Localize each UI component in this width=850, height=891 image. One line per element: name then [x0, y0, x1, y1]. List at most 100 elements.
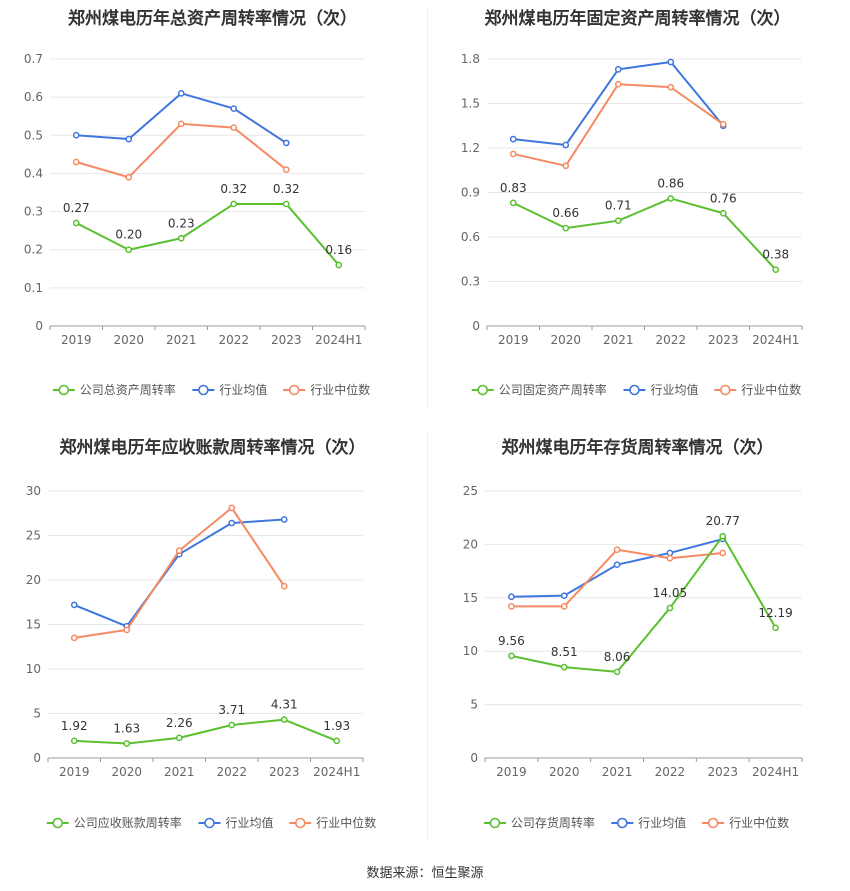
data-point-median: [175, 547, 183, 554]
chart-svg-inventory: 0 5 10 15 20 25 2019 2020 2021 2022 2023 2024H1 9.56…: [463, 484, 803, 830]
data-point-company: [230, 200, 238, 208]
y-tick-label: 1.8: [461, 52, 480, 66]
legend-item-company[interactable]: 公司应收账款周转率: [46, 815, 182, 830]
legend-item-median[interactable]: 行业中位数: [283, 382, 370, 397]
data-point-average: [177, 89, 185, 97]
data-label: 0.66: [552, 206, 579, 220]
data-label: 14.05: [653, 586, 687, 600]
data-point-company: [72, 219, 80, 227]
data-point-average: [282, 139, 290, 147]
legend-marker-icon: [617, 817, 628, 829]
data-point-company: [70, 737, 78, 745]
x-tick-label: 2023: [271, 333, 302, 347]
data-point-company: [666, 604, 674, 612]
gridlines: [50, 58, 365, 289]
x-tick-label: 2023: [708, 333, 739, 347]
legend-label: 行业均值: [651, 382, 699, 397]
x-tick-label: 2022: [655, 765, 686, 779]
data-label: 0.20: [115, 228, 142, 242]
legend-item-average[interactable]: 行业均值: [192, 382, 267, 397]
data-point-company: [509, 199, 517, 207]
data-point-average: [72, 131, 80, 139]
x-tick-label: 2019: [61, 333, 92, 347]
legend-item-average[interactable]: 行业均值: [623, 382, 699, 397]
chart-panel-inventory: 郑州煤电历年存货周转率情况（次） 0 5 10 15 20 25 2019 2020 2021 2…: [425, 425, 850, 850]
x-tick-label: 2021: [164, 765, 195, 779]
chart-title: 郑州煤电历年总资产周转率情况（次）: [68, 9, 357, 29]
data-label: 0.71: [605, 199, 632, 213]
y-tick-label: 5: [33, 707, 41, 721]
legend-label: 行业中位数: [741, 382, 801, 397]
x-tick-label: 2020: [111, 765, 142, 779]
gridlines: [48, 490, 363, 714]
series-line-median: [513, 83, 724, 167]
data-point-average: [70, 601, 78, 609]
data-point-median: [177, 120, 185, 128]
legend-label: 公司总资产周转率: [80, 382, 176, 397]
data-point-company: [125, 246, 133, 254]
data-point-company: [613, 668, 621, 676]
legend-item-company[interactable]: 公司总资产周转率: [52, 382, 176, 397]
data-point-average: [562, 141, 570, 149]
legend-label: 行业均值: [638, 815, 686, 830]
x-tick-label: 2022: [216, 765, 247, 779]
legend-item-median[interactable]: 行业中位数: [289, 815, 376, 830]
legend-label: 公司应收账款周转率: [74, 815, 182, 830]
legend-marker-icon: [719, 384, 731, 396]
legend-item-average[interactable]: 行业均值: [611, 815, 686, 830]
series-line-company: [511, 535, 777, 673]
y-tick-label: 0.6: [24, 90, 43, 104]
data-point-company: [719, 532, 727, 540]
data-label: 8.06: [604, 650, 631, 664]
data-point-median: [280, 582, 288, 590]
legend-item-median[interactable]: 行业中位数: [714, 382, 801, 397]
chart-panel-fixed-assets: 郑州煤电历年固定资产周转率情况（次） 0 0.3 0.6 0.9 1.2 1.5 1.8 20…: [425, 0, 850, 410]
data-label: 0.27: [63, 201, 90, 215]
data-point-median: [70, 634, 78, 642]
data-point-median: [508, 602, 515, 610]
data-label: 0.32: [220, 182, 247, 196]
legend-item-median[interactable]: 行业中位数: [702, 815, 789, 830]
legend-marker-icon: [204, 817, 215, 829]
legend: 公司固定资产周转率 行业均值 行业中位数: [471, 382, 801, 397]
data-point-company: [508, 652, 515, 660]
data-point-company: [123, 740, 131, 747]
data-point-average: [666, 549, 674, 557]
data-point-average: [228, 519, 236, 527]
legend-marker-icon: [477, 384, 489, 396]
data-label: 4.31: [271, 698, 298, 712]
data-label: 1.92: [61, 719, 88, 733]
data-point-average: [613, 561, 621, 569]
y-tick-label: 0: [472, 319, 480, 333]
y-tick-label: 1.2: [461, 141, 480, 155]
x-tick-label: 2021: [603, 333, 634, 347]
y-tick-label: 10: [463, 644, 478, 658]
series-line-company: [74, 718, 338, 745]
data-point-average: [280, 516, 288, 523]
legend-item-average[interactable]: 行业均值: [198, 815, 274, 830]
legend-label: 行业均值: [219, 382, 267, 397]
legend-marker-icon: [58, 384, 70, 396]
data-label: 0.16: [325, 243, 352, 257]
data-point-median: [509, 150, 517, 158]
data-label: 0.83: [500, 181, 527, 195]
data-point-median: [613, 546, 621, 554]
data-point-median: [282, 166, 290, 173]
data-point-average: [614, 66, 622, 73]
data-point-median: [719, 549, 727, 557]
data-point-median: [560, 602, 568, 610]
data-point-company: [282, 200, 290, 208]
data-label: 0.86: [657, 176, 684, 190]
legend-label: 公司固定资产周转率: [499, 382, 607, 397]
data-source: 数据来源：恒生聚源: [366, 866, 484, 881]
legend-item-company[interactable]: 公司固定资产周转率: [471, 382, 607, 397]
data-point-average: [560, 592, 568, 600]
y-tick-label: 0.9: [461, 186, 480, 200]
y-tick-label: 0.3: [461, 275, 480, 289]
y-tick-label: 10: [26, 662, 41, 676]
legend-label: 公司存货周转率: [511, 815, 595, 830]
x-tick-label: 2023: [269, 765, 300, 779]
legend-item-company[interactable]: 公司存货周转率: [483, 815, 595, 830]
x-tick-label: 2023: [707, 765, 738, 779]
gridlines: [485, 490, 802, 706]
